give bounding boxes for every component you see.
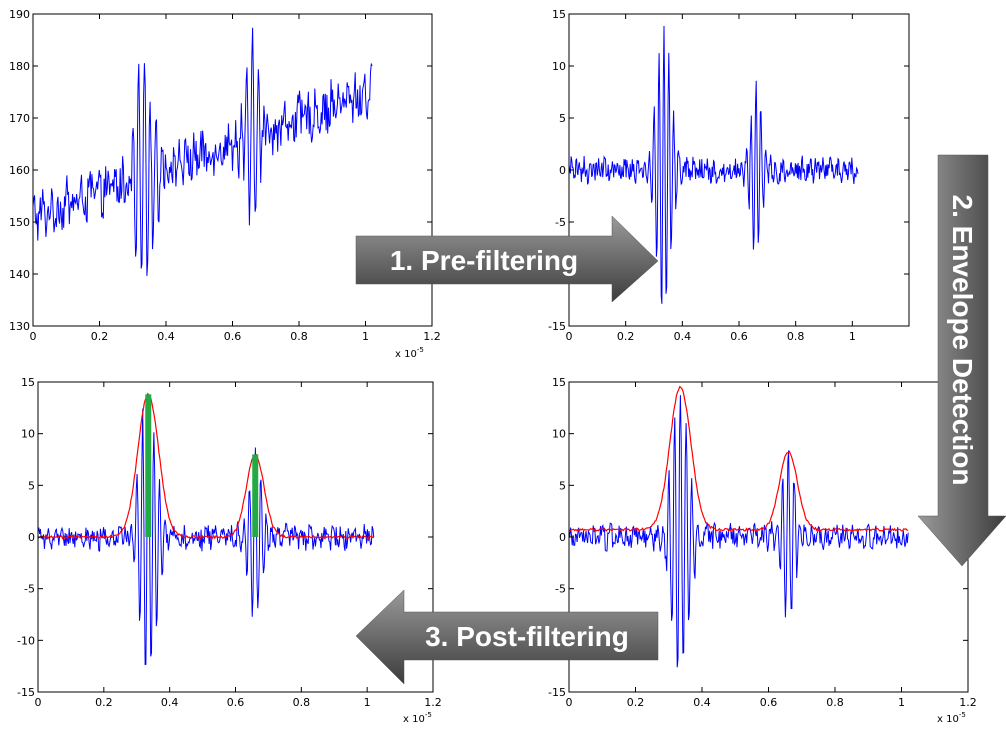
- prefiltered-y-tick-label: -15: [548, 320, 566, 333]
- envelope-y-tick-label: 5: [559, 479, 566, 492]
- postfiltered-y-tick-label: -15: [17, 686, 35, 699]
- postfiltered-y-tick-label: 15: [21, 376, 35, 389]
- raw-x-tick-label: 0.2: [91, 330, 109, 343]
- envelope-x-tick-label: 0.8: [826, 696, 844, 709]
- prefiltered-x-tick-label: 0.4: [674, 330, 692, 343]
- prefiltered-y-tick-label: 0: [559, 164, 566, 177]
- envelope-x-tick-label: 0.4: [693, 696, 711, 709]
- raw-x-tick-label: 1.2: [423, 330, 441, 343]
- envelope-x-multiplier: x 10-5: [937, 711, 966, 725]
- raw-x-tick-label: 0.4: [157, 330, 175, 343]
- envelope-y-tick-label: 15: [552, 376, 566, 389]
- prefiltered-x-tick-label: 0.8: [787, 330, 805, 343]
- raw-y-tick-label: 140: [9, 268, 30, 281]
- envelope-y-tick-label: -15: [548, 686, 566, 699]
- envelope-x-tick-label: 1: [898, 696, 905, 709]
- envelope-x-tick-label: 0.2: [627, 696, 645, 709]
- postfiltered-y-tick-label: -10: [17, 634, 35, 647]
- postfiltered-x-tick-label: 0.6: [227, 696, 245, 709]
- prefiltering-label: 1. Pre-filtering: [390, 245, 578, 276]
- prefiltered-x-tick-label: 0: [566, 330, 573, 343]
- raw-x-tick-label: 0: [30, 330, 37, 343]
- postfiltered-plot: 0 0.2 0.4 0.6 0.8 1 1.2 -15 -10 -5 0 5 10 15 x 10-5: [17, 376, 442, 725]
- prefiltered-y-tick-label: 10: [552, 60, 566, 73]
- prefiltered-x-tick-label: 0.6: [730, 330, 748, 343]
- postfiltered-x-multiplier: x 10-5: [403, 711, 432, 725]
- postfiltered-y-tick-label: 5: [28, 479, 35, 492]
- raw-y-tick-label: 180: [9, 60, 30, 73]
- envelope-series-envelope: [569, 385, 909, 533]
- prefiltered-x-tick-label: 0.2: [617, 330, 635, 343]
- postfiltered-series-filtered-signal: [38, 394, 375, 666]
- raw-series-noisy-raw-signal: [33, 27, 373, 276]
- postfiltering-arrow: 3. Post-filtering: [355, 589, 659, 685]
- postfiltered-series-envelope: [38, 392, 374, 540]
- postfiltered-x-tick-label: 0.2: [95, 696, 113, 709]
- postfiltered-x-tick-label: 1: [364, 696, 371, 709]
- postfiltered-x-tick-label: 1.2: [424, 696, 442, 709]
- envelope-x-tick-label: 0.6: [760, 696, 778, 709]
- raw-plot: 0 0.2 0.4 0.6 0.8 1 1.2 130 140 150 160 170 180 190 x …: [9, 8, 441, 360]
- raw-y-tick-label: 160: [9, 164, 30, 177]
- raw-x-tick-label: 0.6: [224, 330, 242, 343]
- raw-y-tick-label: 150: [9, 216, 30, 229]
- prefiltered-x-tick-label: 1: [849, 330, 856, 343]
- raw-y-tick-label: 170: [9, 112, 30, 125]
- prefiltered-y-tick-label: -5: [555, 216, 566, 229]
- envelope-x-tick-label: 1.2: [959, 696, 977, 709]
- envelope-y-tick-label: -5: [555, 583, 566, 596]
- envelope-detection-arrow: 2. Envelope Detection: [917, 154, 1006, 567]
- prefiltered-y-tick-label: 15: [552, 8, 566, 21]
- postfiltering-label: 3. Post-filtering: [425, 621, 629, 652]
- postfiltered-y-tick-label: 0: [28, 531, 35, 544]
- envelope-y-tick-label: 10: [552, 428, 566, 441]
- raw-y-tick-label: 190: [9, 8, 30, 21]
- raw-x-tick-label: 1: [362, 330, 369, 343]
- envelope-detection-label: 2. Envelope Detection: [947, 195, 978, 486]
- postfiltered-x-tick-label: 0.4: [161, 696, 179, 709]
- postfiltered-x-tick-label: 0: [35, 696, 42, 709]
- envelope-x-tick-label: 0: [566, 696, 573, 709]
- prefiltered-series-filtered-signal: [569, 25, 859, 304]
- envelope-y-tick-label: 0: [559, 531, 566, 544]
- postfiltered-y-tick-label: -5: [24, 583, 35, 596]
- raw-x-tick-label: 0.8: [290, 330, 308, 343]
- prefiltered-y-tick-label: 5: [559, 112, 566, 125]
- envelope-series-filtered-signal: [569, 395, 909, 668]
- prefiltering-arrow: 1. Pre-filtering: [355, 215, 659, 303]
- raw-y-tick-label: 130: [9, 320, 30, 333]
- postfiltered-y-tick-label: 10: [21, 428, 35, 441]
- raw-x-multiplier: x 10-5: [395, 346, 424, 360]
- postfiltered-x-tick-label: 0.8: [293, 696, 311, 709]
